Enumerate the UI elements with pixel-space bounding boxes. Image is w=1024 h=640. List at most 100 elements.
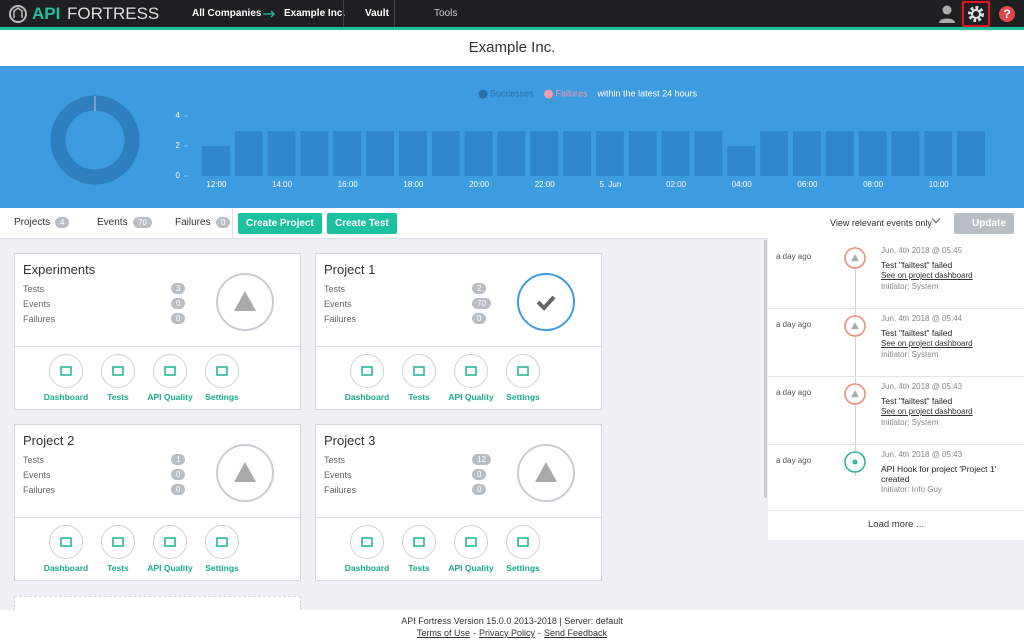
bar — [859, 131, 887, 176]
footer: API Fortress Version 15.0.0 2013-2018 | … — [0, 610, 1024, 640]
status-icon — [843, 314, 867, 338]
footer-link[interactable]: Privacy Policy — [479, 628, 535, 638]
action-icon[interactable] — [401, 524, 437, 560]
filter-caret[interactable] — [932, 215, 940, 223]
action-circle — [50, 526, 83, 559]
icon-circle — [845, 452, 865, 472]
action-circle — [351, 526, 384, 559]
event-link[interactable]: See on project dashboard — [881, 339, 973, 348]
action-icon[interactable] — [349, 524, 385, 560]
create-button[interactable]: Create Project — [238, 213, 322, 234]
action-icon[interactable] — [152, 524, 188, 560]
stat-label: Tests — [324, 284, 345, 294]
stat-badge: 0 — [171, 469, 185, 480]
action-icon[interactable] — [152, 353, 188, 389]
status-icon — [215, 443, 275, 503]
bar — [530, 131, 558, 176]
x-tick-label: 04:00 — [732, 180, 753, 189]
card-placeholder — [14, 596, 301, 611]
event-separator — [768, 308, 1024, 309]
bar — [662, 131, 690, 176]
event-when: a day ago — [776, 456, 811, 465]
nav-link[interactable]: Example Inc. — [284, 8, 345, 19]
footer-link[interactable]: Terms of Use — [417, 628, 470, 638]
bar — [924, 131, 952, 176]
event-date: Jun, 4th 2018 @ 05:45 — [881, 246, 962, 255]
action-label[interactable]: Settings — [187, 392, 257, 402]
action-icon[interactable] — [349, 353, 385, 389]
help-icon[interactable]: ? — [998, 5, 1016, 23]
action-label[interactable]: Settings — [488, 563, 558, 573]
stat-badge: 2 — [472, 283, 486, 294]
x-tick-label: 16:00 — [338, 180, 359, 189]
project-name[interactable]: Project 3 — [324, 433, 375, 448]
stat-badge: 70 — [472, 298, 491, 309]
action-icon[interactable] — [505, 353, 541, 389]
action-icon[interactable] — [48, 353, 84, 389]
stat-label: Events — [324, 470, 352, 480]
status-icon — [843, 382, 867, 406]
stat-badge: 1 — [171, 454, 185, 465]
gear-icon — [964, 3, 988, 25]
card-divider — [316, 517, 601, 518]
x-tick-label: 18:00 — [403, 180, 424, 189]
project-name[interactable]: Project 1 — [324, 262, 375, 277]
action-icon[interactable] — [48, 524, 84, 560]
nav-link[interactable]: Tools — [434, 8, 457, 19]
bar — [498, 131, 526, 176]
update-button[interactable]: Update — [954, 213, 1014, 234]
settings-button[interactable] — [962, 1, 990, 27]
event-panel: a day ago Jun, 4th 2018 @ 05:45 Test "fail… — [768, 238, 1024, 540]
action-icon[interactable] — [453, 353, 489, 389]
action-icon[interactable] — [204, 353, 240, 389]
event-link[interactable]: See on project dashboard — [881, 271, 973, 280]
user-icon[interactable] — [938, 4, 956, 24]
project-name[interactable]: Project 2 — [23, 433, 74, 448]
page-title: Example Inc. — [0, 30, 1024, 66]
logo-b: FORTRESS — [67, 4, 159, 24]
bar — [432, 131, 460, 176]
status-icon — [843, 450, 867, 474]
action-icon[interactable] — [204, 524, 240, 560]
bar — [202, 146, 230, 176]
x-tick-label: 22:00 — [535, 180, 556, 189]
link-separator: - — [538, 628, 541, 638]
nav-link[interactable]: Vault — [365, 8, 389, 19]
stat-label: Failures — [23, 485, 55, 495]
event-link[interactable]: See on project dashboard — [881, 407, 973, 416]
status-icon — [843, 246, 867, 270]
legend-note: within the latest 24 hours — [597, 88, 698, 98]
action-circle — [154, 526, 187, 559]
stat-label: Events — [23, 299, 51, 309]
stat-badge: 3 — [171, 283, 185, 294]
create-button[interactable]: Create Test — [327, 213, 397, 234]
stat-badge: 0 — [171, 313, 185, 324]
bar — [399, 131, 427, 176]
event-date: Jun, 4th 2018 @ 05:43 — [881, 450, 962, 459]
action-label[interactable]: Settings — [488, 392, 558, 402]
event-separator — [768, 510, 1024, 511]
event-title: Test "failtest" failed — [881, 328, 1001, 338]
nav-link[interactable]: All Companies — [192, 8, 261, 19]
action-label[interactable]: Settings — [187, 563, 257, 573]
event-filter[interactable]: View relevant events only — [830, 218, 932, 228]
bar — [629, 131, 657, 176]
action-circle — [351, 355, 384, 388]
legend-dot — [479, 90, 488, 99]
logo-icon — [8, 4, 28, 24]
event-initiator: Initiator: System — [881, 418, 938, 427]
bar — [563, 131, 591, 176]
footer-link[interactable]: Send Feedback — [544, 628, 607, 638]
action-icon[interactable] — [401, 353, 437, 389]
svg-text:?: ? — [1003, 7, 1010, 21]
stat-badge: 0 — [472, 313, 486, 324]
donut — [58, 103, 132, 177]
event-title: Test "failtest" failed — [881, 396, 1001, 406]
stat-label: Events — [23, 470, 51, 480]
action-icon[interactable] — [100, 524, 136, 560]
load-more[interactable]: Load more ... — [768, 519, 1024, 530]
action-icon[interactable] — [100, 353, 136, 389]
action-icon[interactable] — [505, 524, 541, 560]
project-name[interactable]: Experiments — [23, 262, 95, 277]
action-icon[interactable] — [453, 524, 489, 560]
